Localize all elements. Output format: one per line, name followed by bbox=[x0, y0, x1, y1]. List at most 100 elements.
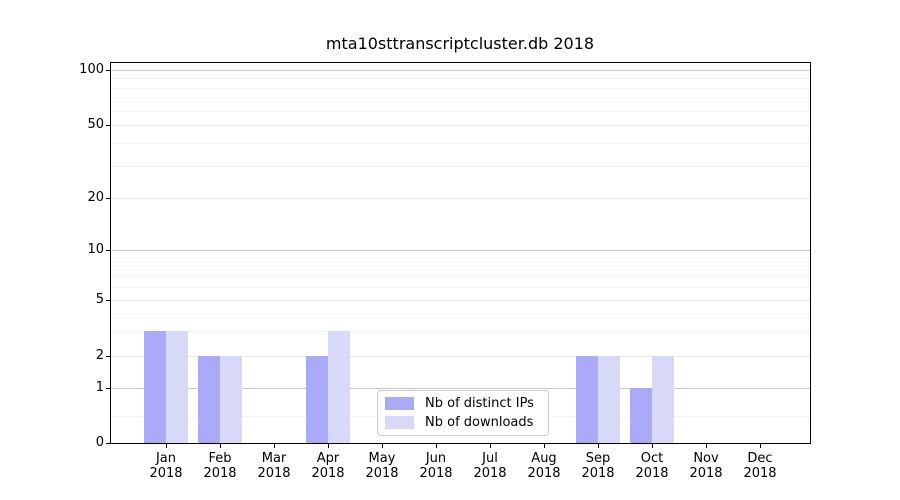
x-tick-label-month: Nov bbox=[693, 451, 719, 466]
x-tick-label: Feb 2018 bbox=[180, 451, 260, 481]
x-tick-mark bbox=[274, 444, 275, 448]
gridline-minor bbox=[111, 87, 810, 89]
y-tick-label: 5 bbox=[95, 292, 104, 307]
x-tick-label: Sep 2018 bbox=[558, 451, 638, 481]
x-tick-label-month: Mar bbox=[261, 451, 287, 466]
legend-label-downloads: Nb of downloads bbox=[425, 414, 534, 430]
x-tick-label-month: Feb bbox=[208, 451, 232, 466]
x-tick-mark bbox=[706, 444, 707, 448]
x-tick-mark bbox=[328, 444, 329, 448]
gridline-mid bbox=[111, 300, 810, 301]
x-tick-label-month: Jul bbox=[482, 451, 498, 466]
gridline-minor bbox=[111, 266, 810, 268]
x-tick-label-year: 2018 bbox=[149, 466, 183, 481]
gridline-minor bbox=[111, 275, 810, 277]
x-tick-label-month: Aug bbox=[531, 451, 557, 466]
x-tick-label: Jun 2018 bbox=[396, 451, 476, 481]
x-tick-label-year: 2018 bbox=[257, 466, 291, 481]
legend-label-distinct-ips: Nb of distinct IPs bbox=[425, 395, 534, 411]
y-tick-label: 20 bbox=[87, 190, 104, 205]
legend-swatch-distinct-ips bbox=[385, 397, 414, 410]
bar-downloads-jan bbox=[166, 331, 188, 443]
gridline-minor bbox=[111, 331, 810, 333]
x-tick-label: Dec 2018 bbox=[720, 451, 800, 481]
legend-swatch-downloads bbox=[385, 416, 414, 429]
gridline-minor bbox=[111, 313, 810, 315]
y-tick-label: 2 bbox=[95, 348, 104, 363]
x-tick-label-year: 2018 bbox=[473, 466, 507, 481]
bar-distinct-ips-jan bbox=[144, 331, 166, 443]
x-tick-label-year: 2018 bbox=[203, 466, 237, 481]
legend: Nb of distinct IPs Nb of downloads bbox=[377, 390, 549, 436]
bar-downloads-apr bbox=[328, 331, 350, 443]
x-tick-mark bbox=[436, 444, 437, 448]
x-tick-label: Mar 2018 bbox=[234, 451, 314, 481]
x-tick-label-year: 2018 bbox=[365, 466, 399, 481]
x-tick-label: Aug 2018 bbox=[504, 451, 584, 481]
bar-distinct-ips-sep bbox=[576, 356, 598, 443]
x-tick-label-month: Dec bbox=[747, 451, 773, 466]
bar-distinct-ips-apr bbox=[306, 356, 328, 443]
y-tick-mark bbox=[106, 198, 110, 199]
y-tick-mark bbox=[106, 125, 110, 126]
x-tick-label-month: May bbox=[368, 451, 396, 466]
y-tick-label: 50 bbox=[87, 117, 104, 132]
x-tick-label-year: 2018 bbox=[743, 466, 777, 481]
gridline-mid bbox=[111, 198, 810, 199]
x-tick-label-year: 2018 bbox=[419, 466, 453, 481]
x-tick-label-year: 2018 bbox=[689, 466, 723, 481]
x-tick-label-year: 2018 bbox=[635, 466, 669, 481]
gridline-minor bbox=[111, 78, 810, 80]
x-tick-label-month: Oct bbox=[640, 451, 664, 466]
x-tick-mark bbox=[220, 444, 221, 448]
y-tick-label: 1 bbox=[95, 380, 104, 395]
x-tick-mark bbox=[760, 444, 761, 448]
legend-item-downloads: Nb of downloads bbox=[385, 414, 548, 430]
x-tick-label: Jan 2018 bbox=[126, 451, 206, 481]
x-tick-label-month: Jan bbox=[155, 451, 177, 466]
x-tick-label-month: Sep bbox=[585, 451, 611, 466]
gridline-minor bbox=[111, 165, 810, 167]
gridline-mid bbox=[111, 356, 810, 357]
y-tick-mark bbox=[106, 443, 110, 444]
x-tick-label: May 2018 bbox=[342, 451, 422, 481]
x-tick-mark bbox=[544, 444, 545, 448]
x-tick-label: Jul 2018 bbox=[450, 451, 530, 481]
gridline-minor bbox=[111, 142, 810, 144]
x-tick-mark bbox=[382, 444, 383, 448]
plot-area: Nb of distinct IPs Nb of downloads bbox=[110, 62, 811, 444]
y-tick-mark bbox=[106, 70, 110, 71]
gridline-major bbox=[111, 388, 810, 389]
x-tick-label: Nov 2018 bbox=[666, 451, 746, 481]
x-tick-label-year: 2018 bbox=[311, 466, 345, 481]
y-tick-mark bbox=[106, 388, 110, 389]
y-tick-mark bbox=[106, 300, 110, 301]
x-tick-mark bbox=[490, 444, 491, 448]
x-tick-label-year: 2018 bbox=[581, 466, 615, 481]
legend-item-distinct-ips: Nb of distinct IPs bbox=[385, 395, 548, 411]
gridline-minor bbox=[111, 98, 810, 100]
x-tick-label-year: 2018 bbox=[527, 466, 561, 481]
gridline-major bbox=[111, 70, 810, 71]
y-tick-mark bbox=[106, 356, 110, 357]
gridline-major bbox=[111, 250, 810, 251]
y-tick-label: 100 bbox=[79, 62, 104, 77]
chart-title: mta10sttranscriptcluster.db 2018 bbox=[325, 34, 595, 53]
bar-downloads-sep bbox=[598, 356, 620, 443]
y-tick-mark bbox=[106, 250, 110, 251]
gridline-mid bbox=[111, 125, 810, 126]
bar-distinct-ips-feb bbox=[198, 356, 220, 443]
y-tick-label: 0 bbox=[95, 435, 104, 450]
x-tick-mark bbox=[652, 444, 653, 448]
x-tick-label: Oct 2018 bbox=[612, 451, 692, 481]
bar-downloads-feb bbox=[220, 356, 242, 443]
bar-distinct-ips-oct bbox=[630, 388, 652, 443]
gridline-minor bbox=[111, 110, 810, 112]
y-tick-label: 10 bbox=[87, 242, 104, 257]
x-tick-label-month: Apr bbox=[316, 451, 340, 466]
gridline-minor bbox=[111, 257, 810, 259]
x-tick-label-month: Jun bbox=[425, 451, 447, 466]
gridline-minor bbox=[111, 286, 810, 288]
x-tick-label: Apr 2018 bbox=[288, 451, 368, 481]
